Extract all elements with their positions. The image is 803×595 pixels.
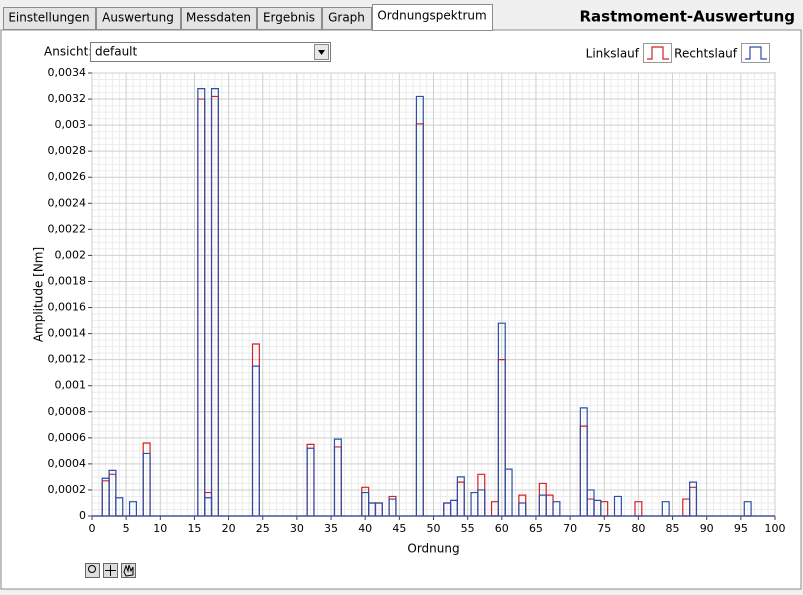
plot: 0 5 10 15 20 25 30 35 40 45 50 55 60 65 70 75 80 85 90 95 10… bbox=[32, 43, 786, 556]
x-tick-label: 75 bbox=[597, 522, 611, 535]
y-tick-label: 0,0026 bbox=[48, 170, 87, 183]
step-bar bbox=[593, 499, 602, 516]
legend-swatch bbox=[647, 46, 669, 60]
step-bar bbox=[115, 497, 124, 516]
step-bar bbox=[333, 438, 342, 516]
tab[interactable] bbox=[322, 7, 372, 30]
dropdown-arrow bbox=[318, 50, 325, 55]
tab-label: Messdaten bbox=[186, 11, 251, 25]
legend-icon-box bbox=[643, 43, 672, 63]
step-bar bbox=[456, 476, 465, 516]
step-bar bbox=[142, 452, 151, 516]
x-tick-label: 90 bbox=[700, 522, 714, 535]
x-tick-label: 30 bbox=[290, 522, 304, 535]
y-tick-label: 0 bbox=[79, 509, 86, 522]
x-tick-label: 15 bbox=[187, 522, 201, 535]
x-tick-label: 80 bbox=[631, 522, 645, 535]
step-bar bbox=[388, 498, 397, 516]
y-axis-label: Amplitude [Nm] bbox=[32, 247, 46, 342]
step-bar bbox=[108, 469, 117, 516]
view-dropdown[interactable] bbox=[90, 42, 331, 62]
x-tick-label: 85 bbox=[666, 522, 680, 535]
y-tick-label: 0,0012 bbox=[48, 353, 87, 366]
step-bar bbox=[518, 502, 527, 516]
step-bar bbox=[661, 501, 670, 516]
zoom-icon bbox=[88, 565, 96, 573]
step-bar bbox=[210, 88, 219, 516]
x-tick-label: 45 bbox=[392, 522, 406, 535]
step-bar bbox=[306, 447, 315, 516]
pan-icon bbox=[123, 564, 134, 577]
x-axis-label: Ordnung bbox=[407, 542, 459, 556]
tab-label: Einstellungen bbox=[8, 11, 89, 25]
step-bar bbox=[538, 494, 547, 516]
tab[interactable] bbox=[372, 4, 493, 31]
step-bar bbox=[579, 407, 588, 516]
y-tick-label: 0,0024 bbox=[48, 196, 87, 209]
legend-icon-box bbox=[741, 43, 770, 63]
step-bar bbox=[634, 501, 643, 516]
y-tick-label: 0,0032 bbox=[48, 92, 87, 105]
step-bar bbox=[128, 501, 137, 516]
app-title: Rastmoment-Auswertung bbox=[580, 8, 796, 26]
step-bar bbox=[743, 501, 752, 516]
step-bar bbox=[477, 489, 486, 516]
y-tick-label: 0,0014 bbox=[48, 327, 87, 340]
y-tick-label: 0,003 bbox=[55, 118, 87, 131]
step-bar bbox=[374, 502, 383, 516]
legend-label: Rechtslauf bbox=[674, 47, 738, 61]
step-bar bbox=[504, 468, 513, 516]
y-tick-label: 0,0004 bbox=[48, 457, 87, 470]
plot-tools bbox=[85, 563, 136, 578]
x-tick-label: 40 bbox=[358, 522, 372, 535]
x-tick-label: 65 bbox=[529, 522, 543, 535]
tab-label: Graph bbox=[328, 11, 365, 25]
view-value: default bbox=[95, 45, 138, 59]
step-bar bbox=[613, 495, 622, 516]
step-bar bbox=[497, 322, 506, 516]
tab[interactable] bbox=[181, 7, 257, 30]
y-tick-label: 0,0018 bbox=[48, 274, 87, 287]
x-tick-label: 35 bbox=[324, 522, 338, 535]
y-tick-label: 0,0034 bbox=[48, 66, 87, 79]
tab[interactable] bbox=[257, 7, 322, 30]
cursor-icon bbox=[105, 565, 116, 576]
step-bar bbox=[689, 481, 698, 516]
x-tick-label: 50 bbox=[427, 522, 441, 535]
step-bar bbox=[552, 501, 561, 516]
tab-label: Auswertung bbox=[102, 11, 174, 25]
y-tick-label: 0,0006 bbox=[48, 431, 87, 444]
y-tick-label: 0,002 bbox=[55, 248, 87, 261]
x-tick-label: 60 bbox=[495, 522, 509, 535]
y-tick-label: 0,0016 bbox=[48, 301, 87, 314]
x-tick-label: 100 bbox=[765, 522, 786, 535]
y-tick-label: 0,0028 bbox=[48, 144, 87, 157]
tab-label: Ordnungspektrum bbox=[377, 9, 486, 23]
x-tick-label: 5 bbox=[123, 522, 130, 535]
step-bar bbox=[251, 365, 260, 516]
y-tick-label: 0,0002 bbox=[48, 483, 87, 496]
tab[interactable] bbox=[3, 7, 96, 30]
tab-label: Ergebnis bbox=[263, 11, 315, 25]
step-bar bbox=[415, 95, 424, 516]
x-tick-label: 20 bbox=[222, 522, 236, 535]
x-tick-label: 95 bbox=[734, 522, 748, 535]
x-tick-label: 25 bbox=[256, 522, 270, 535]
tab[interactable] bbox=[96, 7, 181, 30]
step-bar bbox=[197, 88, 206, 516]
x-tick-label: 10 bbox=[153, 522, 167, 535]
legend-swatch bbox=[745, 46, 767, 60]
y-tick-label: 0,001 bbox=[55, 379, 87, 392]
x-tick-label: 55 bbox=[461, 522, 475, 535]
legend-label: Linkslauf bbox=[586, 47, 640, 61]
tab-bar: Einstellungen Auswertung Messdaten Ergebnis… bbox=[3, 4, 493, 31]
x-tick-label: 70 bbox=[563, 522, 577, 535]
y-tick-label: 0,0008 bbox=[48, 405, 87, 418]
y-tick-label: 0,0022 bbox=[48, 222, 87, 235]
view-label: Ansicht: bbox=[44, 45, 92, 59]
x-tick-label: 0 bbox=[89, 522, 96, 535]
